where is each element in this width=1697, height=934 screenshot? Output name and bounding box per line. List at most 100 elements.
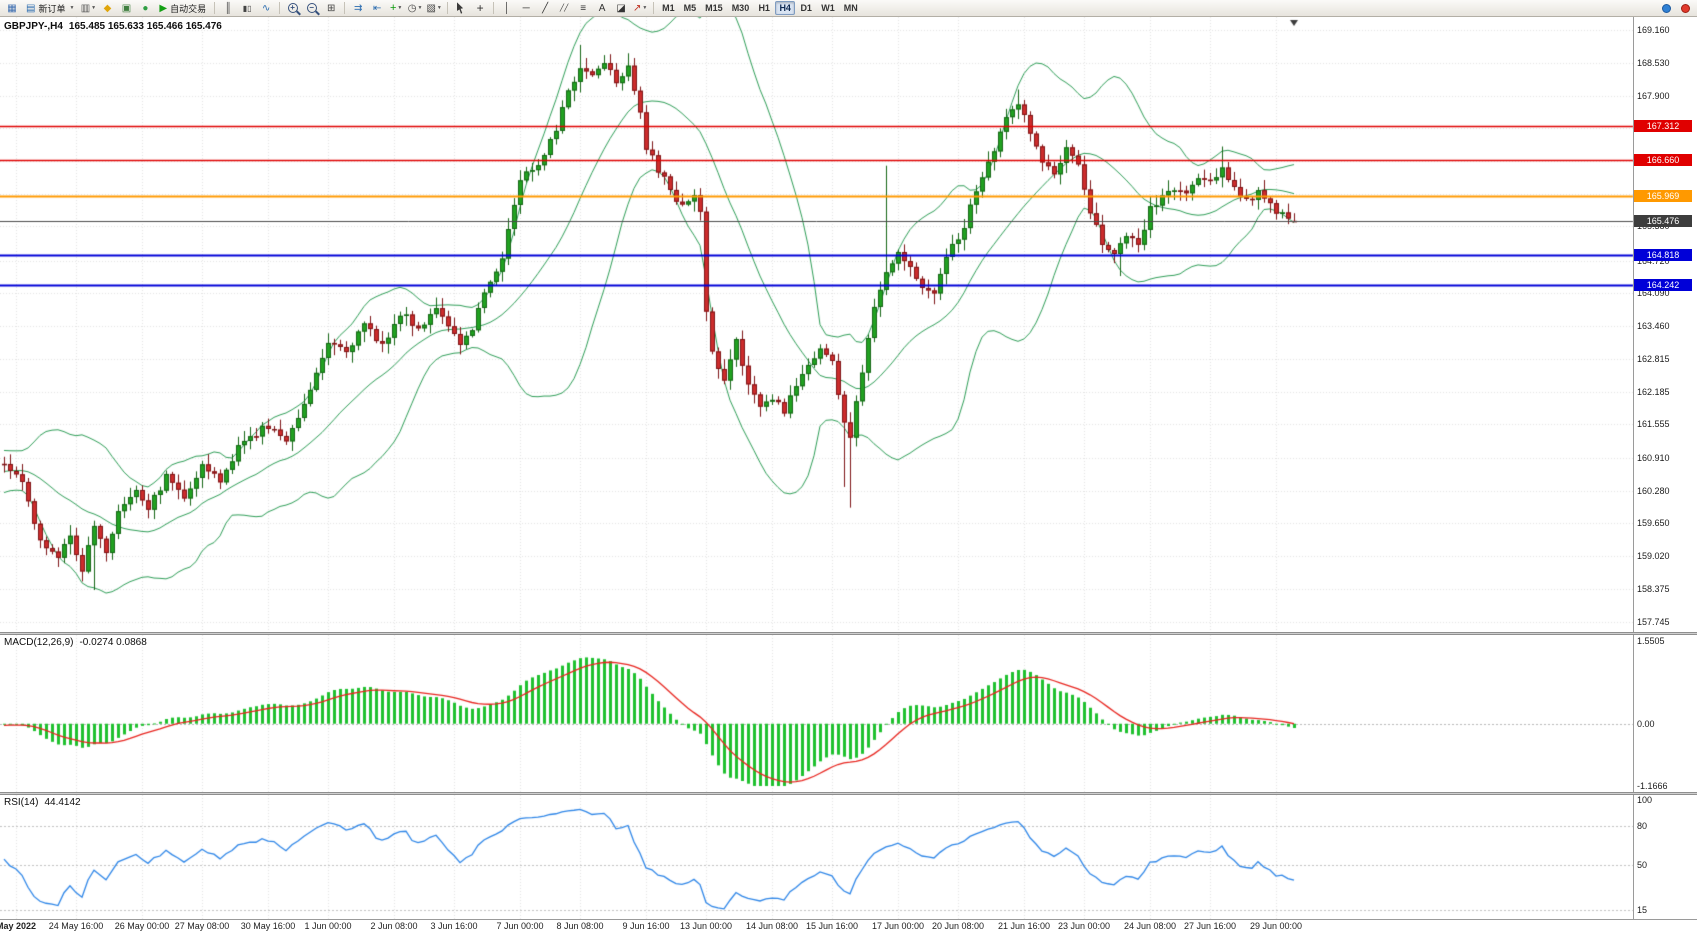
indicators-glyph: + [389,1,397,14]
equidistant-channel-icon[interactable]: ╱╱ [555,1,573,16]
text-icon[interactable]: A [593,1,611,16]
text-label-icon[interactable]: ◪ [612,1,630,16]
horizontal-line-glyph: ─ [522,2,530,14]
new-chart-icon[interactable]: ▦ [3,1,21,16]
new-order-label: 新订单 [38,3,66,14]
rsi-value: 44.4142 [44,797,81,808]
toolbar-separator [214,2,216,14]
text-label-glyph: ◪ [616,2,626,14]
timeframe-d1-button[interactable]: D1 [800,3,812,13]
text-glyph: A [598,2,606,14]
trendline-glyph: ╱ [542,2,549,14]
tile-windows-icon[interactable]: ⊞ [322,1,340,16]
timeframe-h4-button[interactable]: H4 [775,1,796,15]
trendline-icon[interactable]: ╱ [536,1,554,16]
chart-symbol-period: GBPJPY-,H4 [4,21,63,32]
auto-scroll-icon[interactable]: ⇉ [349,1,367,16]
new-order-icon: ▤ [26,2,36,14]
timeframe-m15-button[interactable]: M15 [705,3,723,13]
data-window-icon[interactable]: ▣ [117,1,135,16]
fibonacci-retracement-icon[interactable]: ≡ [574,1,592,16]
chart-title: GBPJPY-,H4 165.485 165.633 165.466 165.4… [4,21,222,32]
bar-chart-mode-icon[interactable]: ║ [219,1,237,16]
auto-trading-button[interactable]: ▶ 自动交易 [155,1,210,16]
toolbar: ▦▤新订单▼▥▼◆▣●▶自动交易║▮▯∿⊞⇉⇤+▼◷▼▧▼+│─╱╱╱≡A◪↗▼… [0,0,1697,17]
favorites-glyph: ◆ [103,2,112,14]
timeframe-m1-button[interactable]: M1 [662,3,675,13]
market-watch-icon[interactable]: ● [136,1,154,16]
crosshair-glyph: + [476,0,484,15]
macd-values: -0.0274 0.0868 [79,637,147,648]
timeframe-w1-button[interactable]: W1 [821,3,835,13]
zoom-in-icon[interactable] [284,1,302,16]
timeframe-h1-button[interactable]: H1 [758,3,770,13]
dropdown-caret-icon: ▼ [417,5,423,11]
dropdown-caret-icon: ▼ [69,5,75,11]
toolbar-separator [279,2,281,14]
chart-shift-glyph: ⇤ [372,2,382,14]
price-axis[interactable] [1634,17,1697,919]
chart-shift-icon[interactable]: ⇤ [368,1,386,16]
rsi-pane-splitter[interactable] [0,792,1697,795]
notifications-icon[interactable] [1676,1,1694,16]
macd-pane-splitter[interactable] [0,632,1697,635]
chart-profiles-glyph: ▥ [80,2,91,14]
chart-ohlc-values: 165.485 165.633 165.466 165.476 [68,21,222,32]
candlestick-mode-glyph: ▮▯ [242,3,252,13]
new-chart-glyph: ▦ [7,2,17,14]
horizontal-line-icon[interactable]: ─ [517,1,535,16]
arrows-icon[interactable]: ↗ ▼ [631,1,649,16]
favorites-icon[interactable]: ◆ [98,1,116,16]
price-axis-border [1633,17,1634,919]
market-watch-glyph: ● [142,2,149,14]
timeframe-mn-button[interactable]: MN [843,3,858,13]
fibonacci-retracement-glyph: ≡ [580,2,587,14]
cursor-icon[interactable] [452,1,470,16]
zoom-in-icon [288,3,299,13]
timeframe-m5-button[interactable]: M5 [683,3,697,13]
dropdown-caret-icon: ▼ [642,5,648,11]
mql5-community-icon[interactable] [1657,1,1675,16]
mql5-community-icon [1661,3,1671,13]
templates-glyph: ▧ [426,2,436,14]
periods-icon[interactable]: ◷ ▼ [406,1,424,16]
equidistant-channel-glyph: ╱╱ [559,4,569,12]
toolbar-separator [344,2,346,14]
auto-trading-icon: ▶ [159,2,168,14]
line-chart-mode-glyph: ∿ [261,2,271,14]
time-axis-border [0,919,1697,920]
new-order-button[interactable]: ▤ 新订单 ▼ [22,1,78,16]
periods-glyph: ◷ [407,2,417,14]
crosshair-icon[interactable]: + [471,1,489,16]
toolbar-separator [493,2,495,14]
time-axis[interactable] [0,920,1697,934]
rsi-label: RSI(14) [4,797,39,808]
toolbar-separator [447,2,449,14]
dropdown-caret-icon: ▼ [397,5,403,11]
dropdown-caret-icon: ▼ [91,5,97,11]
indicators-icon[interactable]: + ▼ [387,1,405,16]
chart-profiles-icon[interactable]: ▥ ▼ [79,1,97,16]
zoom-out-icon [307,3,318,13]
bar-chart-mode-glyph: ║ [224,2,232,14]
vertical-line-icon[interactable]: │ [498,1,516,16]
zoom-out-icon[interactable] [303,1,321,16]
candlestick-mode-icon[interactable]: ▮▯ [238,1,256,16]
macd-label: MACD(12,26,9) [4,637,74,648]
cursor-icon [456,2,464,14]
auto-scroll-glyph: ⇉ [353,2,363,14]
templates-icon[interactable]: ▧ ▼ [425,1,443,16]
notifications-icon [1680,3,1690,13]
toolbar-separator [653,2,655,14]
vertical-line-glyph: │ [504,2,511,14]
data-window-glyph: ▣ [121,2,132,14]
rsi-title: RSI(14) 44.4142 [4,797,81,808]
timeframe-m30-button[interactable]: M30 [731,3,750,13]
arrows-glyph: ↗ [632,2,642,14]
macd-title: MACD(12,26,9) -0.0274 0.0868 [4,637,147,648]
auto-trading-label: 自动交易 [170,3,207,14]
dropdown-caret-icon: ▼ [436,5,442,11]
line-chart-mode-icon[interactable]: ∿ [257,1,275,16]
tile-windows-glyph: ⊞ [326,2,336,14]
